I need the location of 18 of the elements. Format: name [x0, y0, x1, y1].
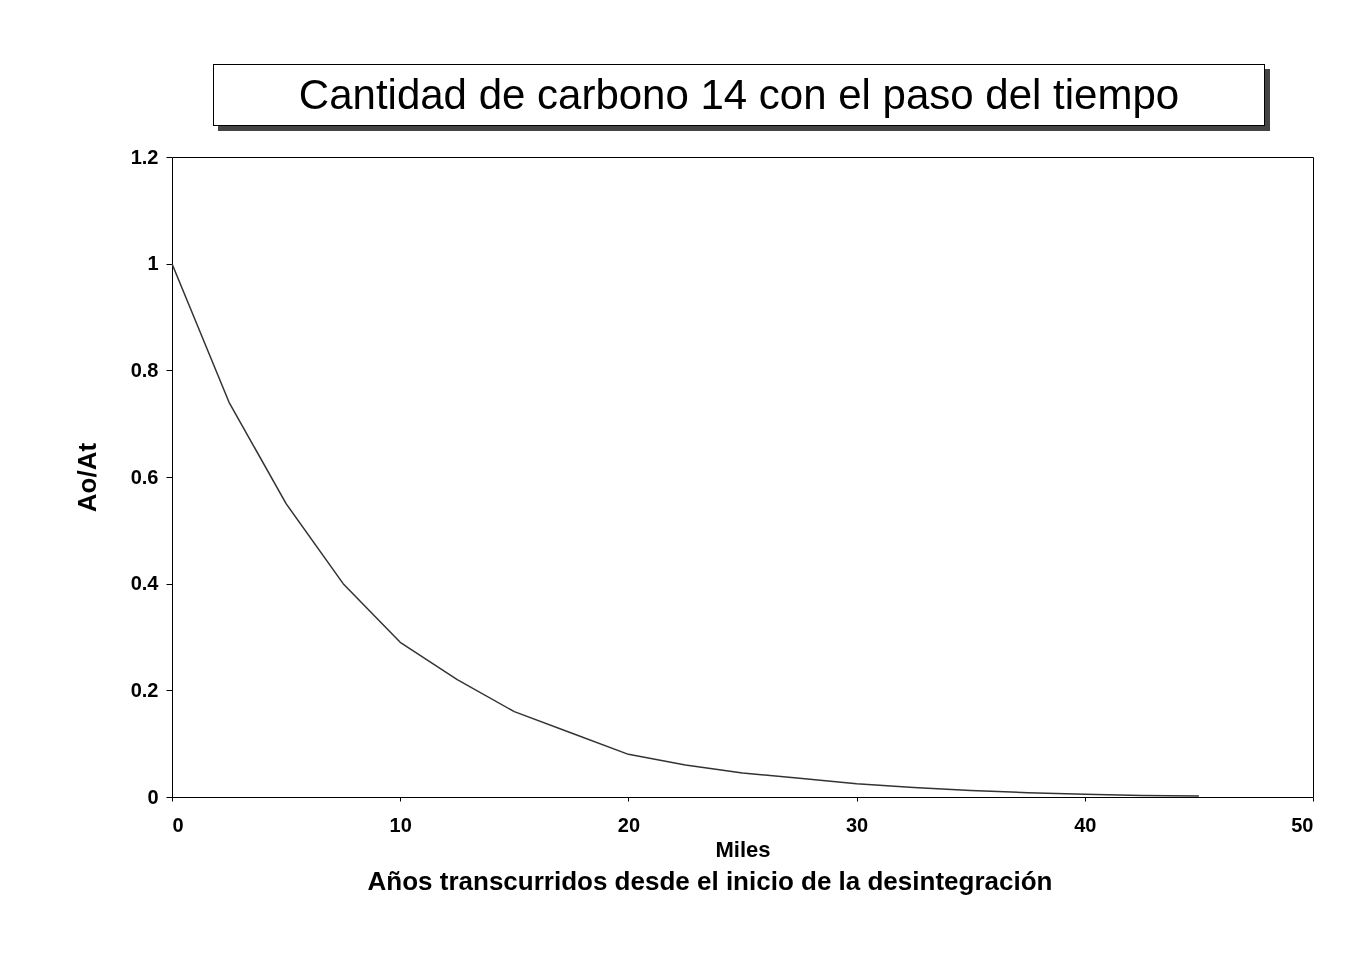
y-tick-label: 0.4	[130, 572, 160, 595]
y-tick-label: 0.2	[130, 678, 159, 701]
y-tick-label: 0.6	[130, 465, 159, 488]
x-tick-label: 0	[172, 813, 184, 836]
y-axis-title: Ao/At	[71, 442, 102, 513]
x-axis-title: Miles	[715, 836, 771, 862]
y-tick-label: 1.2	[130, 145, 159, 168]
line-series	[171, 262, 1200, 797]
x-tick-label: 10	[389, 813, 412, 836]
x-tick-label: 50	[1291, 813, 1314, 836]
chart-title: Cantidad de carbono 14 con el paso del tiempo	[213, 64, 1265, 126]
y-tick-label: 0.8	[130, 358, 159, 381]
x-tick-label: 40	[1074, 813, 1097, 836]
x-tick-label: 20	[617, 813, 641, 836]
y-tick-label: 0	[147, 785, 159, 808]
text: Años transcurridos desde el inicio de la desintegración	[366, 866, 1054, 897]
y-tick-label: 1	[147, 252, 159, 275]
x-tick-label: 30	[845, 813, 869, 836]
